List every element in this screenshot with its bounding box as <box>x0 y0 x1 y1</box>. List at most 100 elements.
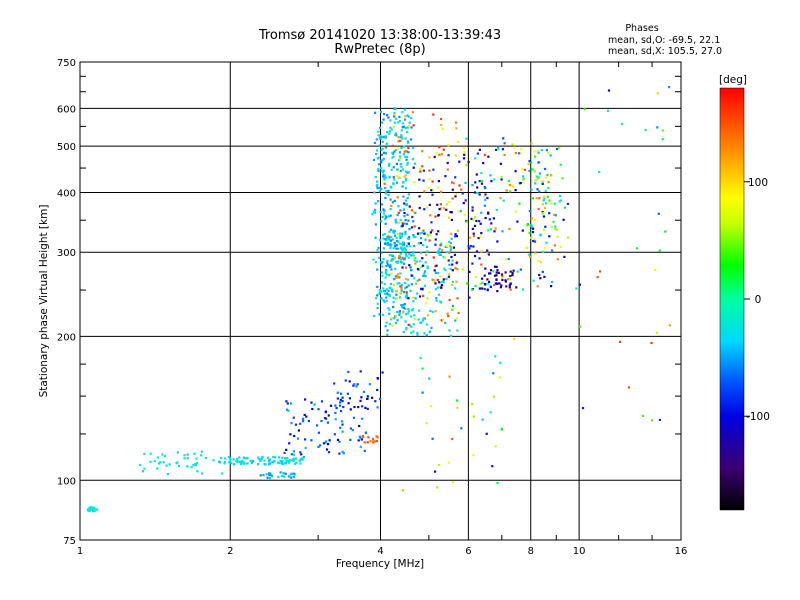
data-point <box>422 264 425 267</box>
data-point <box>362 390 366 393</box>
data-point <box>485 432 488 435</box>
data-point <box>404 248 408 252</box>
data-point <box>460 427 463 430</box>
data-point <box>451 283 454 286</box>
data-point <box>389 185 392 188</box>
data-point <box>299 451 302 454</box>
data-point <box>550 202 553 205</box>
data-point <box>411 158 414 161</box>
data-point <box>402 249 405 252</box>
data-point <box>428 239 431 242</box>
data-point <box>353 405 356 409</box>
data-point <box>478 257 481 260</box>
data-point <box>541 203 544 206</box>
data-point <box>423 317 426 320</box>
data-point <box>303 413 306 416</box>
data-point <box>384 192 387 195</box>
data-point <box>374 208 377 211</box>
data-point <box>407 242 410 245</box>
data-point <box>469 245 473 248</box>
data-point <box>515 286 518 289</box>
data-point <box>442 148 445 151</box>
data-point <box>455 262 458 265</box>
data-point <box>511 272 514 275</box>
data-point <box>319 444 322 447</box>
data-point <box>393 121 397 124</box>
data-point <box>421 150 424 153</box>
data-point <box>544 189 547 192</box>
data-point <box>508 227 511 231</box>
data-point <box>166 473 170 476</box>
data-point <box>397 159 401 162</box>
data-point <box>537 151 540 154</box>
data-point <box>329 404 333 407</box>
data-point <box>434 310 437 313</box>
data-point <box>415 260 418 263</box>
data-point <box>473 254 477 258</box>
data-point <box>284 457 287 460</box>
data-point <box>336 391 339 394</box>
data-point <box>373 440 376 443</box>
data-point <box>421 367 424 370</box>
data-point <box>401 232 404 235</box>
data-point <box>341 420 344 423</box>
data-point <box>428 203 431 206</box>
data-point <box>389 239 392 242</box>
data-point <box>403 145 406 148</box>
data-point <box>384 218 387 221</box>
data-point <box>292 453 295 456</box>
data-point <box>385 321 388 324</box>
data-point <box>471 288 474 291</box>
data-point <box>432 189 435 192</box>
data-point <box>368 383 371 386</box>
data-point <box>538 172 542 175</box>
data-point <box>391 201 394 204</box>
data-point <box>327 443 330 446</box>
data-point <box>245 462 248 465</box>
data-point <box>500 428 504 431</box>
data-point <box>426 314 430 317</box>
data-point <box>384 276 387 279</box>
data-point <box>382 118 385 121</box>
data-point <box>382 113 386 116</box>
data-point <box>661 138 664 141</box>
data-point <box>435 151 438 155</box>
data-point <box>322 442 326 445</box>
data-point <box>504 271 507 274</box>
data-point <box>477 237 480 240</box>
data-point <box>448 240 451 243</box>
data-point <box>384 187 387 190</box>
data-point <box>386 131 389 134</box>
data-point <box>153 460 156 463</box>
data-point <box>556 147 559 151</box>
data-point <box>393 114 396 117</box>
data-point <box>403 303 406 306</box>
data-point <box>499 197 502 200</box>
data-point <box>502 137 505 140</box>
data-point <box>404 219 407 222</box>
data-point <box>300 458 303 461</box>
data-point <box>452 246 455 249</box>
data-point <box>398 119 401 123</box>
data-point <box>379 136 382 139</box>
data-point <box>423 208 426 211</box>
data-point <box>342 452 345 455</box>
data-point <box>495 278 498 281</box>
data-point <box>290 476 293 479</box>
data-point <box>509 288 512 291</box>
data-point <box>438 281 441 284</box>
data-point <box>96 508 99 511</box>
data-point <box>448 298 451 302</box>
data-point <box>538 190 541 193</box>
data-point <box>347 402 350 405</box>
data-point <box>236 460 239 463</box>
data-point <box>388 130 391 133</box>
data-point <box>387 189 390 192</box>
data-point <box>407 115 410 118</box>
data-point <box>298 459 301 462</box>
data-point <box>434 265 437 268</box>
data-point <box>285 459 288 462</box>
data-point <box>406 126 409 129</box>
data-point <box>436 203 439 206</box>
